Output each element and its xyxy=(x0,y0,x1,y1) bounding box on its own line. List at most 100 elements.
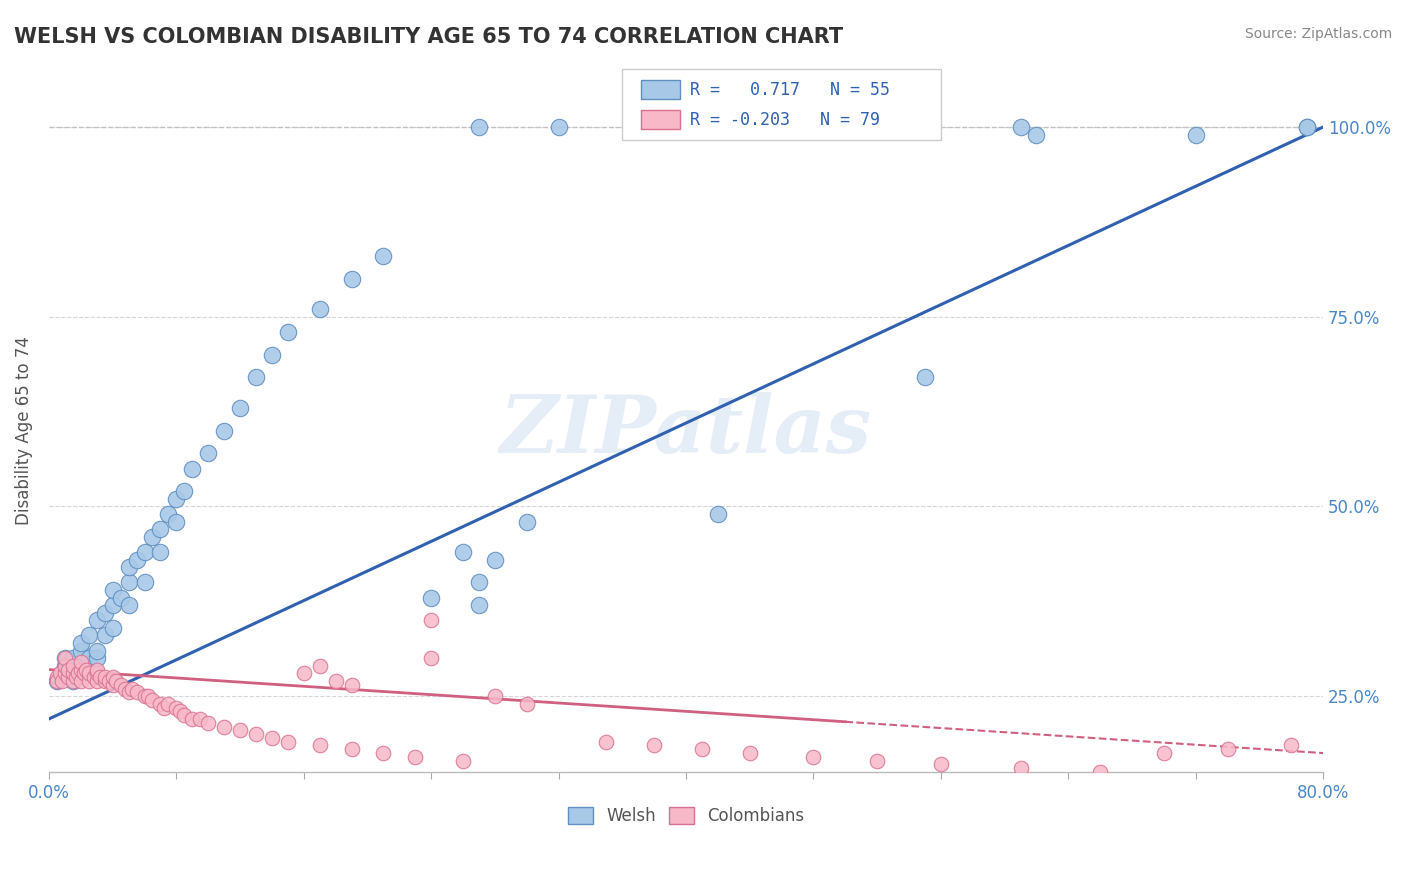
Point xyxy=(1153,746,1175,760)
Point xyxy=(149,545,172,559)
Point xyxy=(125,685,148,699)
Point xyxy=(45,670,67,684)
Point xyxy=(212,719,235,733)
Point xyxy=(110,591,132,605)
Point xyxy=(86,663,108,677)
Legend: Welsh, Colombians: Welsh, Colombians xyxy=(561,800,811,832)
Point xyxy=(165,700,187,714)
Point xyxy=(69,655,91,669)
Point xyxy=(149,697,172,711)
Point xyxy=(173,708,195,723)
Point xyxy=(643,739,665,753)
Point xyxy=(866,754,889,768)
Point xyxy=(420,613,443,627)
Point xyxy=(1025,128,1047,142)
Point xyxy=(62,651,84,665)
Point xyxy=(136,689,159,703)
Point xyxy=(516,697,538,711)
Point xyxy=(738,746,761,760)
Point xyxy=(134,689,156,703)
Point xyxy=(468,575,491,590)
Point xyxy=(114,681,136,696)
Point xyxy=(53,658,76,673)
Point xyxy=(260,731,283,745)
Point xyxy=(451,754,474,768)
Point xyxy=(181,712,204,726)
Point xyxy=(86,666,108,681)
Point xyxy=(75,663,97,677)
Point xyxy=(77,673,100,688)
Bar xyxy=(641,110,679,128)
Point xyxy=(169,704,191,718)
Point xyxy=(1184,128,1206,142)
Point xyxy=(277,325,299,339)
Point xyxy=(325,673,347,688)
Point xyxy=(117,685,139,699)
Point xyxy=(1296,120,1319,134)
Point xyxy=(468,598,491,612)
Point xyxy=(1010,120,1032,134)
Point xyxy=(165,515,187,529)
Point xyxy=(101,621,124,635)
Point xyxy=(117,598,139,612)
Text: R =   0.717   N = 55: R = 0.717 N = 55 xyxy=(690,81,890,100)
Point xyxy=(141,693,163,707)
Point xyxy=(93,606,115,620)
Text: ZIPatlas: ZIPatlas xyxy=(501,392,872,469)
Point xyxy=(308,302,330,317)
Point xyxy=(89,670,111,684)
Point xyxy=(101,598,124,612)
Point xyxy=(260,348,283,362)
Point xyxy=(53,666,76,681)
Point xyxy=(229,723,252,738)
Text: WELSH VS COLOMBIAN DISABILITY AGE 65 TO 74 CORRELATION CHART: WELSH VS COLOMBIAN DISABILITY AGE 65 TO … xyxy=(14,27,844,46)
Point xyxy=(420,651,443,665)
Point xyxy=(188,712,211,726)
Point xyxy=(212,424,235,438)
FancyBboxPatch shape xyxy=(623,69,941,140)
Point xyxy=(1296,120,1319,134)
Point xyxy=(149,522,172,536)
Point xyxy=(104,673,127,688)
Point xyxy=(93,670,115,684)
Point xyxy=(1279,739,1302,753)
Point xyxy=(117,575,139,590)
Point xyxy=(66,666,89,681)
Point xyxy=(53,658,76,673)
Point xyxy=(340,678,363,692)
Point xyxy=(110,678,132,692)
Point xyxy=(73,666,96,681)
Point xyxy=(308,658,330,673)
Point xyxy=(77,666,100,681)
Point xyxy=(83,670,105,684)
Point xyxy=(45,673,67,688)
Point xyxy=(404,750,426,764)
Point xyxy=(516,515,538,529)
Y-axis label: Disability Age 65 to 74: Disability Age 65 to 74 xyxy=(15,336,32,525)
Point xyxy=(157,697,180,711)
Point xyxy=(690,742,713,756)
Point xyxy=(49,666,72,681)
Point xyxy=(53,651,76,665)
Text: Source: ZipAtlas.com: Source: ZipAtlas.com xyxy=(1244,27,1392,41)
Point xyxy=(292,666,315,681)
Point xyxy=(141,530,163,544)
Point xyxy=(86,673,108,688)
Point xyxy=(420,591,443,605)
Point xyxy=(117,560,139,574)
Point xyxy=(69,636,91,650)
Point xyxy=(62,666,84,681)
Point xyxy=(45,673,67,688)
Point xyxy=(62,658,84,673)
Point xyxy=(1088,765,1111,780)
Point xyxy=(245,727,267,741)
Point xyxy=(197,446,219,460)
Point xyxy=(547,120,569,134)
Bar xyxy=(641,80,679,99)
Point xyxy=(56,670,79,684)
Point xyxy=(62,673,84,688)
Point xyxy=(173,484,195,499)
Point xyxy=(229,401,252,415)
Point xyxy=(66,666,89,681)
Point xyxy=(1010,761,1032,775)
